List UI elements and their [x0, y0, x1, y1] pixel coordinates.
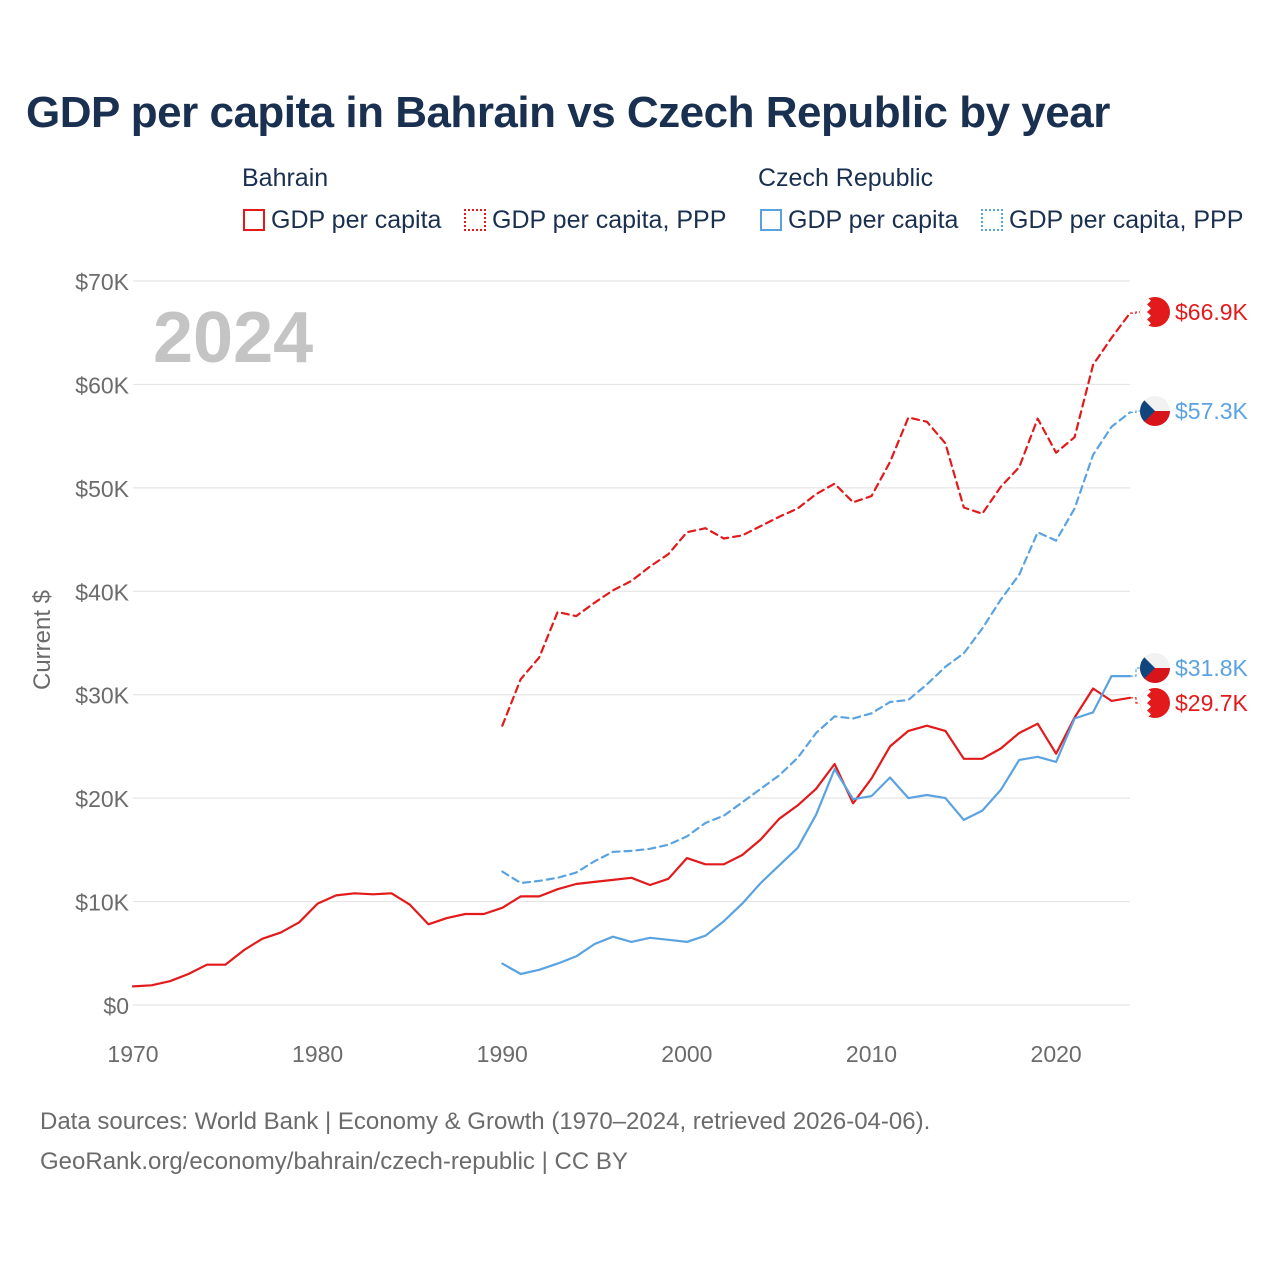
legend-item-czech-gdp[interactable]: GDP per capita: [760, 204, 958, 236]
legend-group-czech-republic: Czech Republic: [758, 164, 934, 192]
czech-flag-icon: [1140, 396, 1170, 426]
y-tick-label: $50K: [75, 476, 129, 502]
y-tick-label: $0: [103, 993, 129, 1019]
legend-item-label: GDP per capita: [271, 205, 442, 234]
legend-item-bahrain-gdp[interactable]: GDP per capita: [243, 204, 441, 236]
y-tick-label: $20K: [75, 786, 129, 812]
end-label-connector: [1130, 311, 1140, 314]
end-label-connector: [1130, 667, 1140, 677]
y-axis-label: Current $: [29, 590, 56, 690]
bahrain-flag-icon: [1140, 297, 1170, 327]
line-chart: 2024 $0 $10K $20K $30K $40K $50K $60K $70K 1970…: [29, 269, 1249, 1067]
x-tick-label: 1990: [477, 1041, 528, 1067]
series-line-bahrain-gdp-per-capita-ppp: [501, 312, 1132, 727]
footer-attribution: GeoRank.org/economy/bahrain/czech-republ…: [40, 1148, 628, 1175]
y-tick-label: $40K: [75, 579, 129, 605]
bahrain-flag-icon: [1140, 688, 1170, 718]
end-value-label: $57.3K: [1175, 398, 1249, 424]
x-tick-label: 2000: [661, 1041, 712, 1067]
legend-item-label: GDP per capita, PPP: [1009, 205, 1244, 234]
legend-swatch-solid: [243, 209, 265, 231]
end-label-connector: [1130, 697, 1140, 704]
year-watermark: 2024: [153, 298, 313, 378]
x-tick-label: 2010: [846, 1041, 897, 1067]
y-tick-label: $60K: [75, 372, 129, 398]
chart-title: GDP per capita in Bahrain vs Czech Repub…: [26, 88, 1110, 137]
end-value-label: $31.8K: [1175, 655, 1249, 681]
legend-swatch-dotted: [981, 209, 1003, 231]
y-tick-label: $30K: [75, 683, 129, 709]
legend-swatch-solid: [760, 209, 782, 231]
series-line-czech-republic-gdp-per-capita-ppp: [501, 411, 1132, 885]
czech-flag-icon: [1140, 653, 1170, 683]
end-value-label: $66.9K: [1175, 299, 1249, 325]
series-line-bahrain-gdp-per-capita: [131, 687, 1132, 988]
series-line-czech-republic-gdp-per-capita: [501, 674, 1132, 976]
x-tick-label: 2020: [1031, 1041, 1082, 1067]
y-tick-label: $10K: [75, 890, 129, 916]
legend-item-label: GDP per capita: [788, 205, 959, 234]
x-tick-label: 1980: [292, 1041, 343, 1067]
end-label-connector: [1130, 410, 1140, 413]
x-tick-label: 1970: [107, 1041, 158, 1067]
end-value-label: $29.7K: [1175, 690, 1249, 716]
legend-group-bahrain: Bahrain: [242, 164, 329, 192]
legend-item-czech-gdp-ppp[interactable]: GDP per capita, PPP: [981, 204, 1243, 236]
y-tick-label: $70K: [75, 269, 129, 295]
footer-sources: Data sources: World Bank | Economy & Gro…: [40, 1108, 931, 1135]
legend-item-label: GDP per capita, PPP: [492, 205, 727, 234]
legend-item-bahrain-gdp-ppp[interactable]: GDP per capita, PPP: [464, 204, 726, 236]
legend-swatch-dotted: [464, 209, 486, 231]
